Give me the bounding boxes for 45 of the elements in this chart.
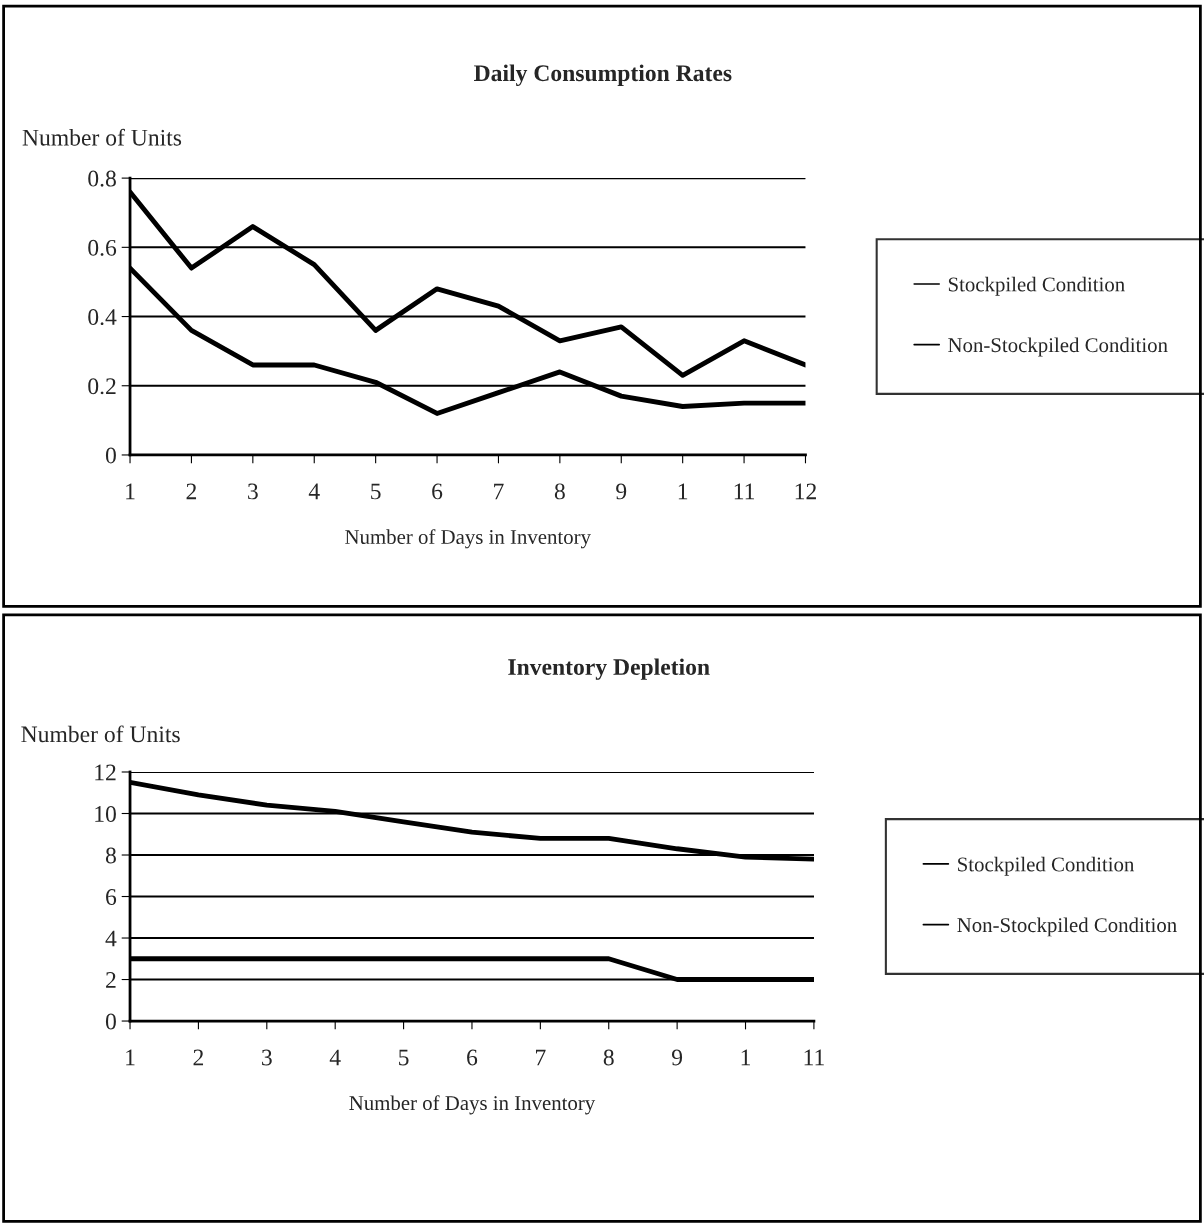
y-tick-label: 8 (105, 847, 116, 864)
x-tick-label: 8 (603, 1049, 614, 1066)
x-tick-label: 7 (494, 483, 504, 500)
x-tick-label: 5 (399, 1049, 409, 1066)
y-tick-label: 0.6 (88, 239, 117, 256)
x-tick-label: 4 (308, 483, 320, 500)
y-tick-label: 12 (95, 764, 116, 781)
y-tick-label: 4 (105, 930, 117, 947)
y-tick-label: 0.2 (88, 378, 116, 395)
x-tick-label: 1 (741, 1049, 750, 1066)
chart-title: Daily Consumption Rates (474, 64, 732, 86)
x-tick-label: 8 (554, 483, 565, 500)
legend-label: Stockpiled Condition (958, 856, 1135, 876)
x-tick-label: 9 (616, 483, 627, 500)
x-tick-label: 2 (186, 483, 197, 500)
x-axis-title: Number of Days in Inventory (345, 529, 591, 549)
x-tick-label: 1 (126, 1049, 135, 1066)
x-tick-label: 7 (536, 1049, 546, 1066)
y-tick-label: 6 (106, 889, 117, 905)
x-tick-label: 5 (371, 483, 381, 500)
y-axis-title: Number of Units (22, 128, 182, 146)
y-tick-label: 0 (105, 447, 116, 464)
y-tick-label: 2 (106, 972, 116, 988)
x-tick-label: 3 (248, 483, 258, 500)
y-tick-label: 0.8 (88, 170, 116, 187)
x-tick-label: 2 (193, 1049, 204, 1066)
y-tick-label: 10 (95, 805, 116, 822)
x-tick-label: 6 (432, 483, 443, 500)
x-axis-title: Number of Days in Inventory (349, 1095, 596, 1115)
legend-label: Stockpiled Condition (948, 276, 1125, 296)
x-tick-label: 4 (329, 1049, 341, 1066)
x-tick-label: 9 (671, 1049, 683, 1066)
x-tick-label: 1 (126, 483, 135, 500)
x-tick-label: 6 (467, 1049, 478, 1066)
y-tick-label: 0.4 (88, 309, 117, 326)
legend-label: Non-Stockpiled Condition (948, 337, 1168, 357)
x-tick-label: 1 (678, 483, 688, 500)
y-tick-label: 0 (105, 1013, 116, 1030)
y-axis-title: Number of Units (21, 725, 180, 743)
x-tick-label: 12 (795, 483, 816, 500)
x-tick-label: 3 (262, 1049, 272, 1066)
x-tick-label: 11 (734, 483, 755, 500)
legend-label: Non-Stockpiled Condition (957, 917, 1177, 937)
x-tick-label: 11 (804, 1049, 824, 1066)
chart-title: Inventory Depletion (508, 658, 710, 680)
